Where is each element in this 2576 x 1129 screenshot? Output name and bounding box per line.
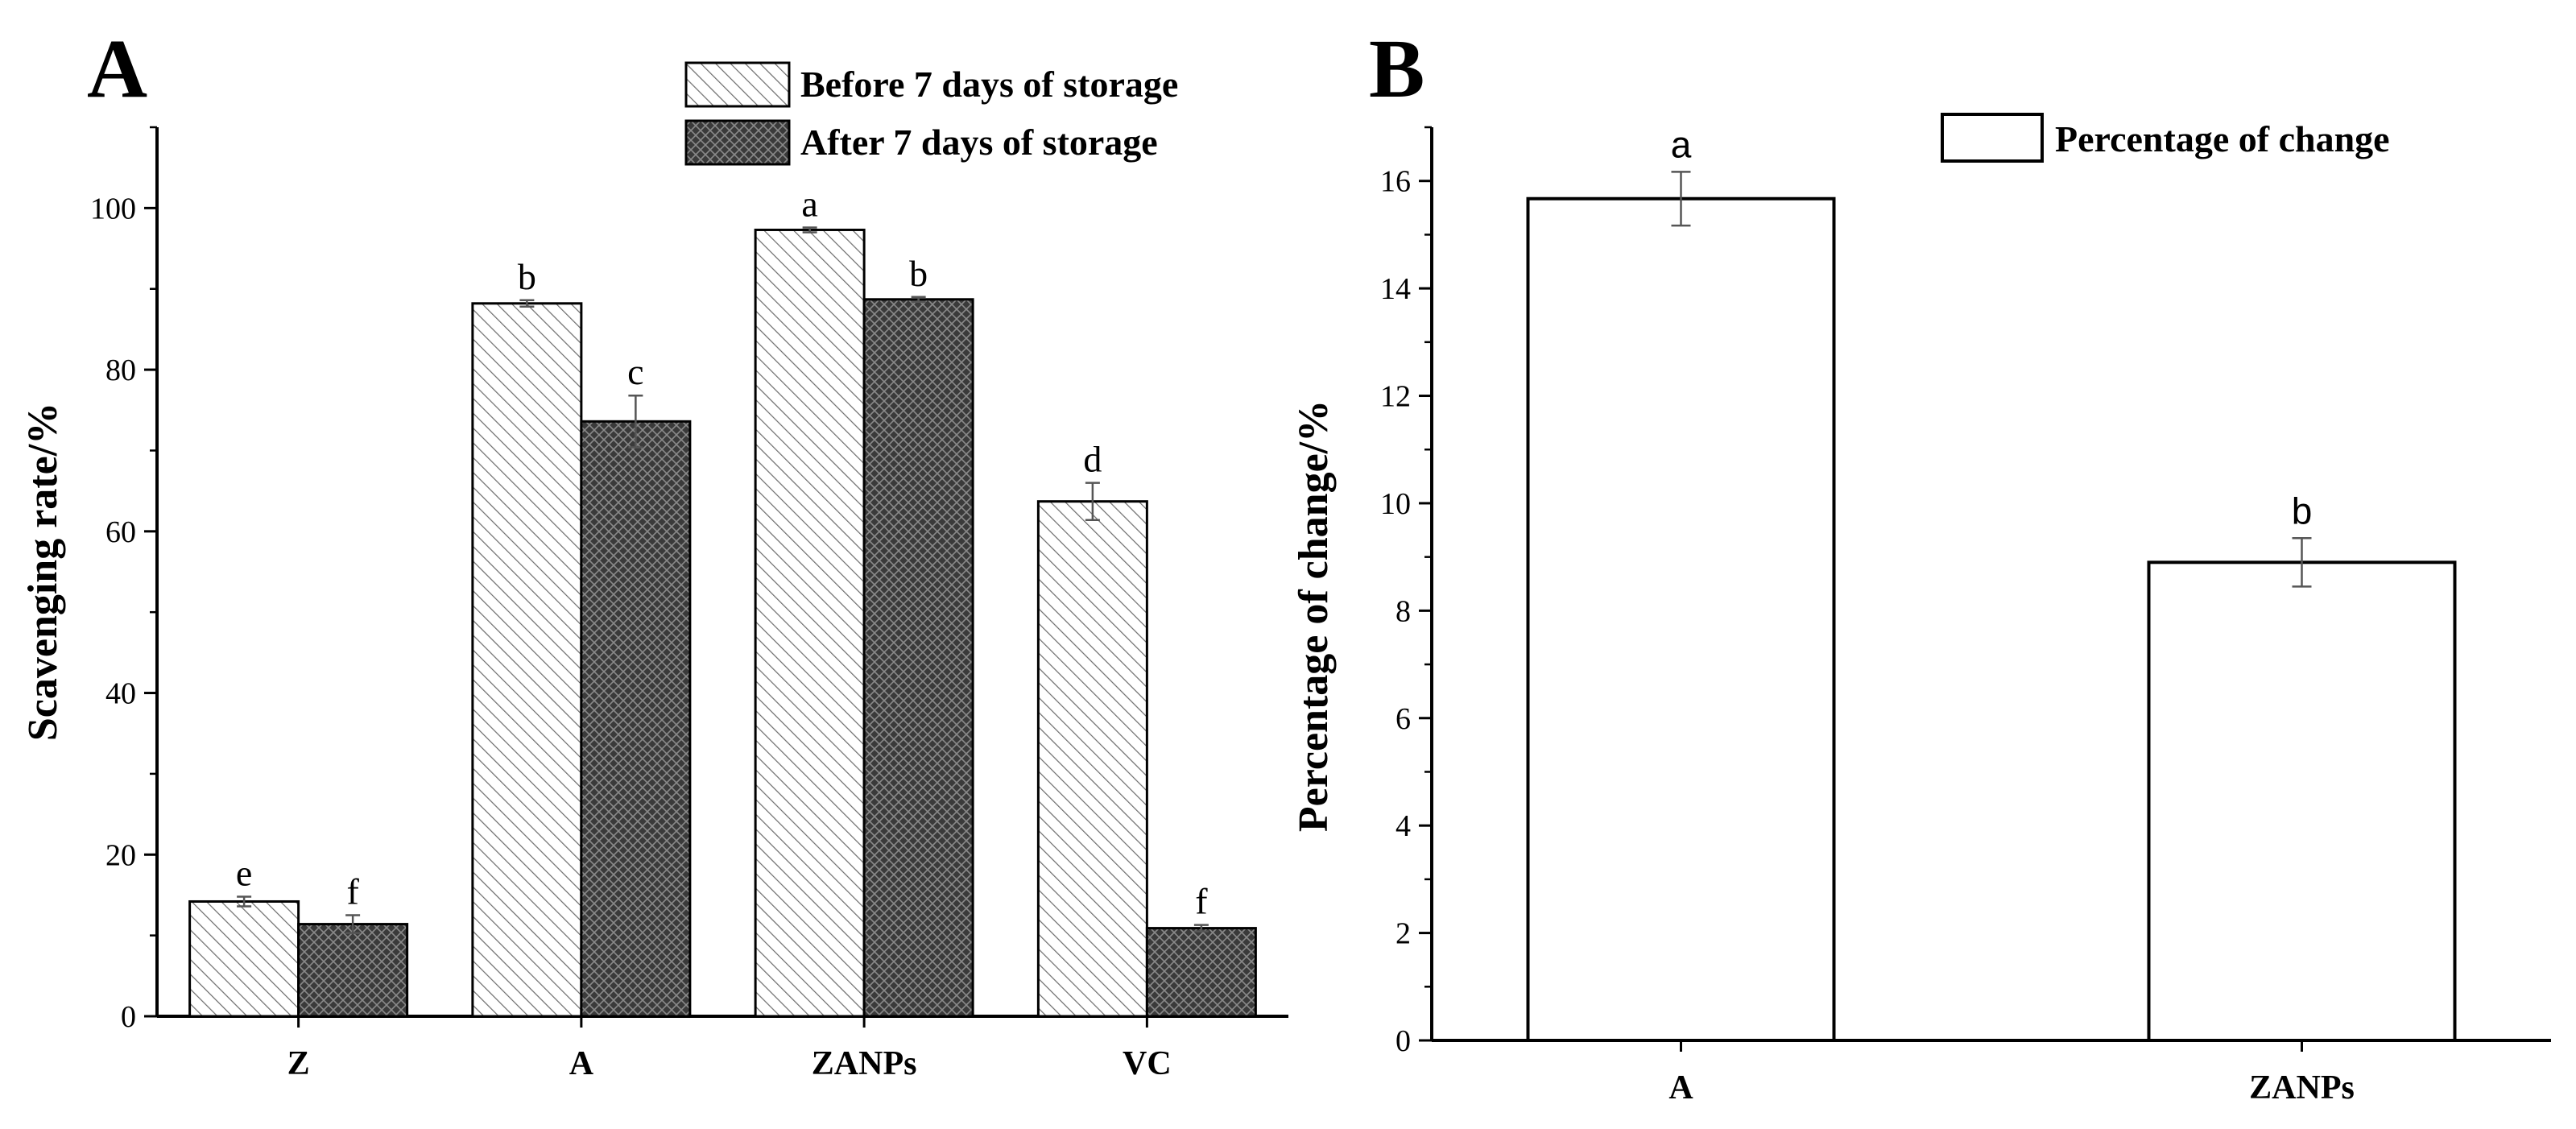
panel-a-legend-swatch: [684, 119, 791, 166]
panel-a-y-tick-label: 80: [105, 354, 136, 387]
panel-a-significance-letter: d: [1083, 439, 1102, 480]
panel-a-bar: [862, 298, 974, 1018]
panel-b-significance-letter: a: [1671, 123, 1692, 165]
panel-a-category-label: Z: [287, 1045, 310, 1082]
panel-a-y-tick-label: 60: [105, 515, 136, 549]
panel-a-significance-letter: f: [1195, 881, 1208, 922]
panel-a-legend-swatch: [684, 61, 791, 108]
panel-a-significance-letter: c: [627, 351, 643, 392]
panel-b-significance-letter: b: [2292, 490, 2313, 531]
panel-a-bar: [1145, 927, 1257, 1018]
panel-a-significance-letter: b: [518, 256, 536, 297]
panel-a-legend-label: After 7 days of storage: [800, 122, 1158, 163]
panel-a-legend: Before 7 days of storage After 7 days of …: [684, 61, 1178, 166]
panel-b-y-tick-label: 4: [1396, 809, 1411, 843]
panel-letter-b: B: [1369, 23, 1424, 115]
panel-b-y-tick-label: 6: [1396, 702, 1411, 736]
panel-b-y-tick-label: 0: [1396, 1024, 1411, 1058]
panel-b-y-tick-label: 8: [1396, 594, 1411, 628]
panel-a-chart: A 0 20 40 60 80 100 Scavenging rate/% Ze f Ab c ZANP…: [20, 23, 1288, 1082]
panel-b-category-label: ZANPs: [2249, 1069, 2355, 1106]
panel-b-legend: Percentage of change: [1941, 113, 2390, 163]
panel-b-y-tick-label: 10: [1380, 487, 1411, 521]
panel-a-y-tick-label: 40: [105, 677, 136, 711]
panel-b-bar: [1526, 196, 1836, 1042]
panel-letter-a: A: [87, 23, 147, 115]
panel-a-category-label: VC: [1123, 1045, 1172, 1082]
panel-a-bar: [580, 420, 692, 1018]
panel-a-bar: [188, 899, 300, 1018]
panel-b-legend-swatch: [1941, 113, 2044, 163]
panel-a-legend-label: Before 7 days of storage: [800, 64, 1178, 105]
panel-b-y-tick-label: 2: [1396, 917, 1411, 951]
panel-a-y-tick-label: 0: [121, 1000, 136, 1034]
panel-a-bar: [754, 228, 866, 1018]
panel-b-legend-label: Percentage of change: [2055, 118, 2390, 159]
panel-b-chart: B 0 2 4 6 8 10 12 14 16 Percentage of change/% Aa ZA…: [1291, 23, 2551, 1106]
panel-b-y-axis-label: Percentage of change/%: [1291, 400, 1337, 832]
panel-a-significance-letter: f: [346, 871, 359, 912]
panel-a-y-tick-label: 100: [90, 192, 136, 225]
panel-b-y-tick-label: 16: [1380, 165, 1411, 199]
panel-b-bar: [2147, 560, 2457, 1042]
panel-a-bar: [297, 923, 409, 1018]
panel-b-y-tick-label: 12: [1380, 380, 1411, 414]
panel-a-category-label: A: [569, 1045, 594, 1082]
panel-a-significance-letter: b: [909, 253, 928, 294]
panel-a-bar: [1036, 500, 1148, 1018]
panel-a-category-label: ZANPs: [812, 1045, 917, 1082]
panel-b-category-label: A: [1668, 1069, 1693, 1106]
panel-a-y-axis-label: Scavenging rate/%: [20, 403, 66, 741]
panel-a-significance-letter: e: [236, 852, 252, 893]
panel-a-significance-letter: a: [801, 183, 817, 224]
panel-a-bar: [471, 302, 583, 1018]
panel-b-y-tick-label: 14: [1380, 272, 1411, 306]
panel-a-y-tick-label: 20: [105, 838, 136, 872]
